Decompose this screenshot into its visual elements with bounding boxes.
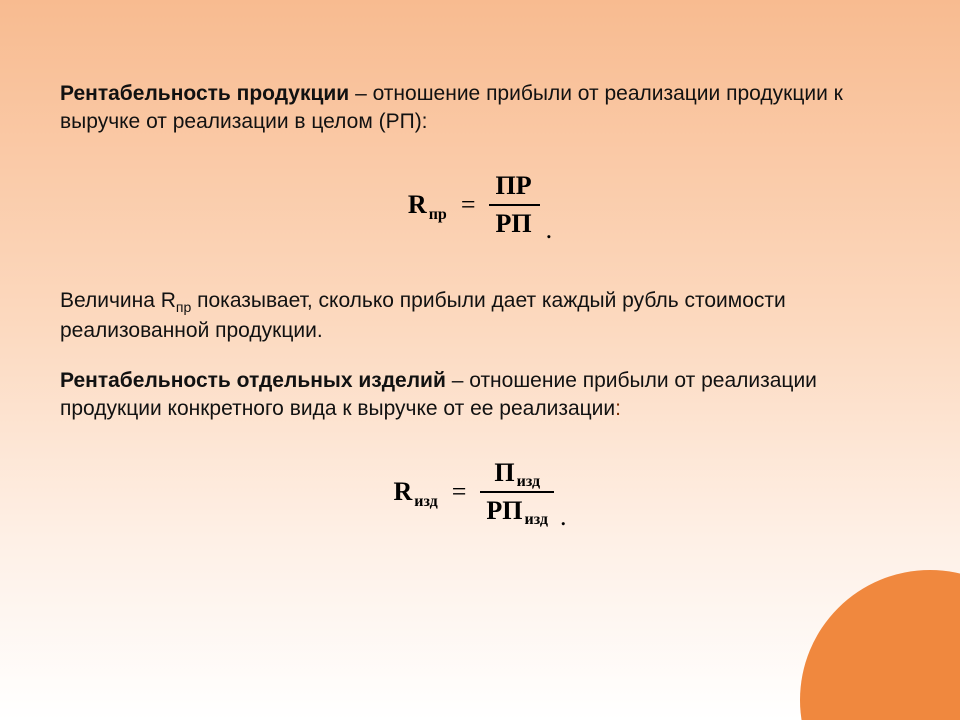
f2-lhs-sub: изд bbox=[412, 493, 437, 511]
f2-lhs-base: R bbox=[394, 477, 413, 507]
f1-denominator: РП bbox=[489, 209, 539, 239]
f2-period: . bbox=[560, 502, 567, 532]
f2-num-base: П bbox=[494, 460, 514, 486]
f1-lhs-sub: пр bbox=[427, 206, 447, 224]
paragraph-3-colon: : bbox=[615, 397, 621, 420]
term-rentability-product: Рентабельность продукции bbox=[60, 82, 349, 105]
term-rentability-items: Рентабельность отдельных изделий bbox=[60, 369, 446, 392]
formula-1: R пр = ПР РП . bbox=[408, 171, 552, 239]
f2-eq: = bbox=[452, 477, 467, 507]
f2-numerator: П изд bbox=[488, 458, 546, 488]
formula-2-lhs: R изд bbox=[394, 477, 438, 507]
formula-2-row: R изд = П изд РП изд . bbox=[60, 458, 900, 526]
f2-den-base: РП bbox=[486, 498, 522, 524]
f2-fraction-bar bbox=[480, 491, 554, 493]
f1-fraction-bar bbox=[489, 204, 539, 206]
formula-2: R изд = П изд РП изд . bbox=[394, 458, 567, 526]
f1-fraction: ПР РП bbox=[489, 171, 539, 239]
paragraph-1: Рентабельность продукции – отношение при… bbox=[60, 80, 900, 137]
f1-period: . bbox=[546, 215, 553, 245]
f2-num-sub: изд bbox=[515, 474, 540, 490]
f2-den-sub: изд bbox=[523, 512, 548, 528]
f1-den-base: РП bbox=[495, 211, 531, 237]
decorative-corner-circle bbox=[800, 570, 960, 720]
f1-lhs-base: R bbox=[408, 190, 427, 220]
slide-content: Рентабельность продукции – отношение при… bbox=[0, 0, 960, 526]
f1-num-base: ПР bbox=[495, 173, 531, 199]
formula-1-lhs: R пр bbox=[408, 190, 447, 220]
paragraph-3: Рентабельность отдельных изделий – отнош… bbox=[60, 367, 900, 424]
f1-numerator: ПР bbox=[489, 171, 539, 201]
f1-eq: = bbox=[461, 190, 476, 220]
paragraph-2: Величина Rпр показывает, сколько прибыли… bbox=[60, 287, 900, 345]
paragraph-2-pre: Величина R bbox=[60, 289, 176, 312]
formula-1-row: R пр = ПР РП . bbox=[60, 171, 900, 239]
f2-fraction: П изд РП изд bbox=[480, 458, 554, 526]
paragraph-2-sub: пр bbox=[176, 299, 191, 315]
f2-denominator: РП изд bbox=[480, 496, 554, 526]
